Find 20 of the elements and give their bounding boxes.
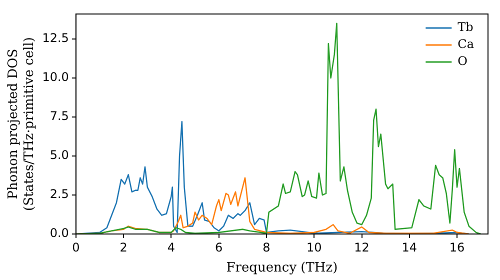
legend-label: Tb — [458, 20, 474, 34]
legend-label: Ca — [458, 37, 474, 52]
y-tick-label: 2.5 — [50, 187, 69, 202]
y-tick-label: 12.5 — [42, 31, 69, 46]
y-tick-label: 10.0 — [42, 70, 69, 84]
x-tick-label: 0 — [72, 240, 80, 254]
x-tick-label: 6 — [215, 240, 223, 254]
x-tick-label: 2 — [120, 240, 128, 254]
y-axis-title: Phonon projected DOS (States/THz·primitive cell) — [6, 36, 37, 212]
y-tick-label: 5.0 — [50, 148, 69, 162]
y-tick-label: 0.0 — [50, 226, 69, 240]
x-tick-label: 10 — [306, 240, 322, 254]
legend-label: O — [458, 54, 468, 68]
x-tick-label: 4 — [167, 240, 176, 254]
y-tick-label: 7.5 — [50, 109, 69, 124]
x-tick-label: 8 — [262, 240, 270, 254]
x-tick-label: 14 — [402, 240, 418, 254]
x-axis-title: Frequency (THz) — [226, 260, 338, 276]
x-tick-label: 12 — [354, 240, 370, 254]
x-tick-label: 16 — [449, 240, 465, 254]
